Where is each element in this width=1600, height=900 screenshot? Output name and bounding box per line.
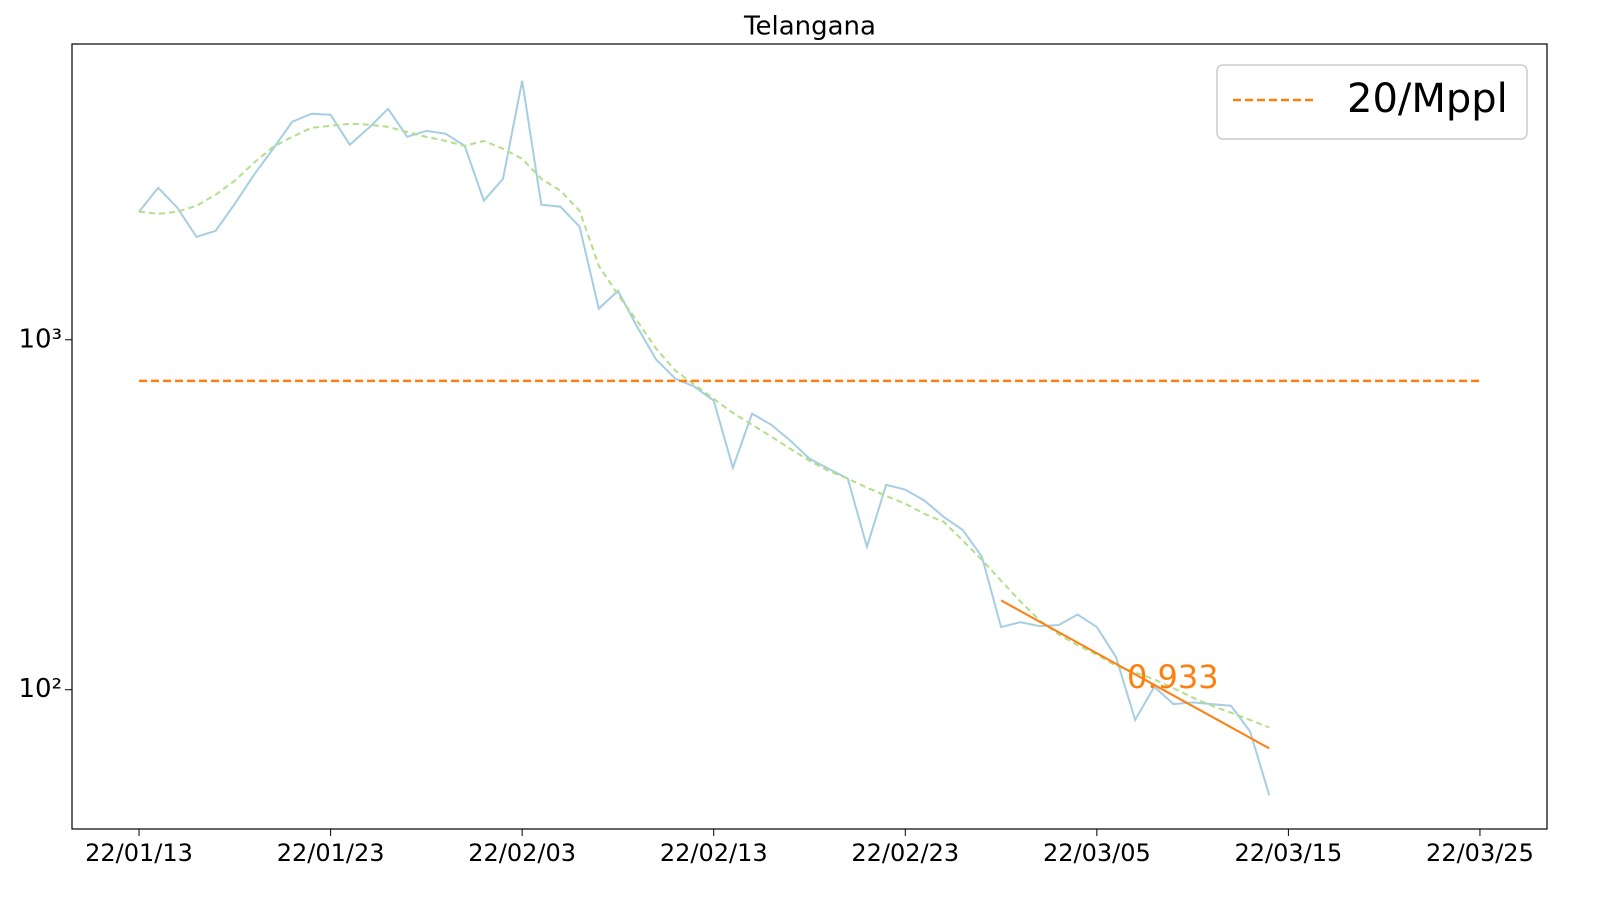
x-tick-label: 22/03/05 — [1043, 839, 1151, 867]
y-tick-label: 10³ — [18, 324, 62, 354]
x-tick-label: 22/01/13 — [85, 839, 193, 867]
plot-frame — [71, 43, 1548, 830]
chart-title: Telangana — [743, 12, 876, 42]
annotation: 0.933 — [1127, 658, 1219, 696]
data-line — [138, 122, 1270, 729]
data-line — [138, 80, 1271, 796]
x-tick-label: 22/02/23 — [851, 839, 959, 867]
x-tick-label: 22/02/13 — [660, 839, 768, 867]
x-tick-label: 22/03/25 — [1426, 839, 1534, 867]
y-tick-label: 10² — [18, 674, 62, 704]
legend-label: 20/Mppl — [1347, 76, 1508, 122]
legend-box — [1216, 64, 1528, 140]
x-tick-label: 22/03/15 — [1234, 839, 1342, 867]
x-tick-label: 22/02/03 — [468, 839, 576, 867]
x-tick-label: 22/01/23 — [277, 839, 385, 867]
data-line — [1000, 599, 1270, 750]
